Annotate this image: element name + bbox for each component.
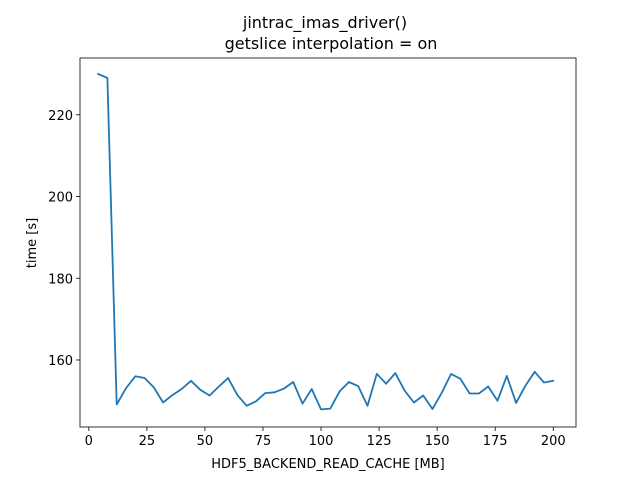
x-tick-label: 150 <box>425 434 450 449</box>
x-tick-label: 175 <box>483 434 508 449</box>
x-tick-label: 0 <box>85 434 93 449</box>
x-tick-label: 100 <box>309 434 334 449</box>
y-tick-label: 200 <box>48 191 73 206</box>
y-tick-label: 180 <box>48 272 73 287</box>
x-tick-label: 50 <box>197 434 214 449</box>
y-tick-label: 160 <box>48 354 73 369</box>
axes-frame <box>79 57 577 428</box>
x-tick-label: 125 <box>367 434 392 449</box>
x-tick-label: 25 <box>139 434 156 449</box>
x-axis-label: HDF5_BACKEND_READ_CACHE [MB] <box>211 457 445 472</box>
x-tick-label: 200 <box>541 434 566 449</box>
plot-layer: 0 25 50 75 100 125 150 175 200 160 180 200 220 <box>48 57 577 449</box>
chart-title: jintrac_imas_driver() <box>242 13 407 33</box>
x-tick-label: 75 <box>255 434 272 449</box>
y-tick-label: 220 <box>48 109 73 124</box>
y-axis-label: time [s] <box>25 218 40 268</box>
chart-subtitle: getslice interpolation = on <box>225 34 438 53</box>
series-line-0 <box>96 72 555 411</box>
